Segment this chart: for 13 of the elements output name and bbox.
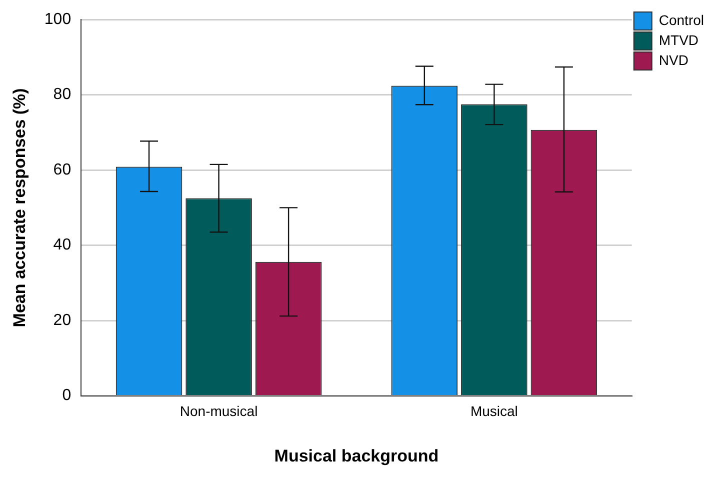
legend-label: Control [658, 12, 704, 28]
y-tick-label: 100 [44, 11, 72, 28]
y-tick-label: 80 [53, 86, 72, 104]
x-tick-label: Musical [470, 403, 518, 420]
y-tick-label: 60 [53, 161, 72, 178]
x-tick-label: Non-musical [180, 403, 258, 420]
legend-label: MTVD [658, 32, 699, 48]
y-axis-title: Mean accurate responses (%) [10, 88, 29, 328]
x-axis-title: Musical background [274, 446, 439, 466]
y-tick-label: 40 [53, 236, 72, 254]
legend-label: NVD [658, 52, 688, 68]
y-tick-label: 0 [62, 387, 72, 404]
y-tick-label: 20 [53, 312, 72, 329]
